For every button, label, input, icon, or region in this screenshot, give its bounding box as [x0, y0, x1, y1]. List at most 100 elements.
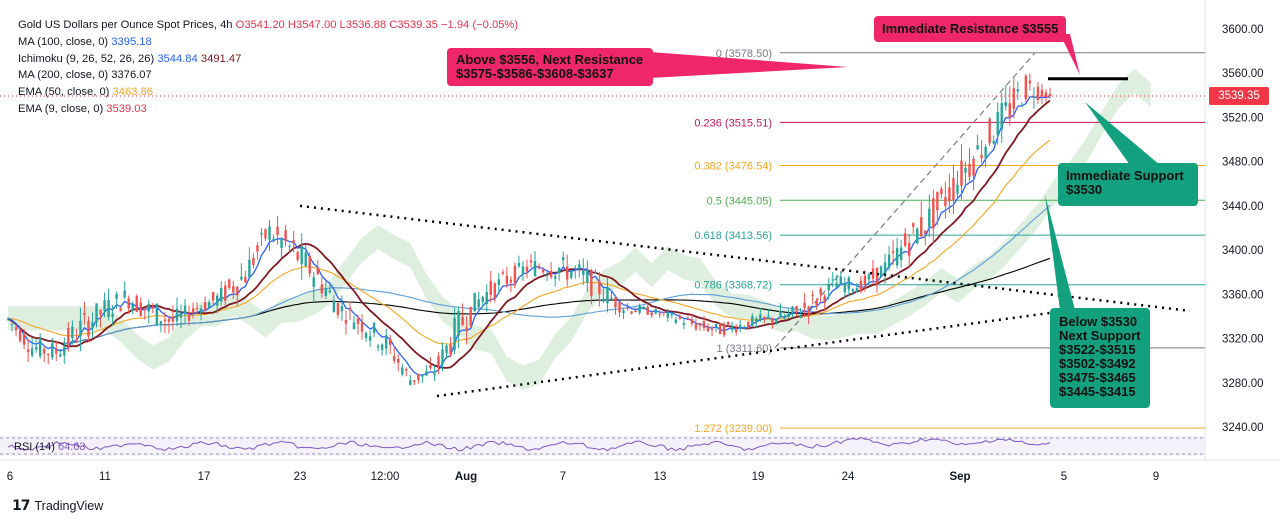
candle[interactable]	[944, 181, 947, 219]
candle[interactable]	[55, 340, 58, 362]
candle[interactable]	[726, 321, 730, 327]
candle[interactable]	[578, 259, 581, 278]
candle[interactable]	[457, 306, 460, 349]
candle[interactable]	[344, 310, 348, 335]
candle[interactable]	[220, 281, 223, 306]
candle[interactable]	[352, 315, 356, 330]
candle[interactable]	[147, 299, 151, 324]
candle[interactable]	[815, 298, 818, 311]
candle[interactable]	[855, 282, 859, 293]
candle[interactable]	[135, 294, 138, 312]
candle[interactable]	[304, 245, 307, 268]
candle[interactable]	[533, 251, 537, 277]
candle[interactable]	[662, 311, 665, 317]
candle[interactable]	[473, 292, 476, 312]
candle[interactable]	[324, 280, 328, 299]
candle[interactable]	[936, 191, 939, 226]
candle[interactable]	[863, 270, 867, 292]
candle[interactable]	[1032, 87, 1036, 109]
candle[interactable]	[284, 224, 287, 247]
candle[interactable]	[525, 259, 529, 279]
candle[interactable]	[155, 302, 159, 327]
candle[interactable]	[417, 373, 420, 384]
candle[interactable]	[710, 325, 714, 337]
candle[interactable]	[332, 294, 336, 313]
candle[interactable]	[1004, 85, 1007, 111]
candle[interactable]	[972, 155, 975, 191]
candle[interactable]	[364, 331, 368, 342]
candle[interactable]	[388, 335, 392, 354]
candle[interactable]	[618, 300, 621, 318]
candle[interactable]	[199, 304, 203, 321]
candle[interactable]	[867, 272, 871, 285]
candle[interactable]	[996, 102, 999, 145]
candle[interactable]	[694, 318, 698, 332]
candle[interactable]	[87, 316, 90, 342]
candle[interactable]	[851, 288, 855, 296]
candle[interactable]	[421, 374, 424, 383]
candle[interactable]	[566, 254, 569, 287]
candle[interactable]	[296, 250, 299, 263]
candle[interactable]	[1000, 92, 1003, 143]
candle[interactable]	[827, 278, 830, 300]
candle[interactable]	[360, 314, 364, 340]
candle[interactable]	[912, 222, 915, 235]
candle[interactable]	[586, 260, 589, 293]
candle[interactable]	[658, 310, 661, 318]
candle[interactable]	[489, 270, 492, 303]
candle[interactable]	[795, 305, 798, 317]
candle[interactable]	[887, 245, 891, 271]
candle[interactable]	[702, 315, 706, 331]
candle[interactable]	[561, 251, 565, 267]
candle[interactable]	[674, 316, 678, 325]
candle[interactable]	[984, 144, 987, 168]
candle[interactable]	[1028, 73, 1032, 91]
candle[interactable]	[240, 263, 243, 282]
candle[interactable]	[409, 375, 412, 386]
candle[interactable]	[79, 307, 82, 352]
legend-ma100[interactable]: MA (100, close, 0) 3395.18	[18, 34, 518, 51]
candle[interactable]	[115, 291, 118, 309]
candle[interactable]	[316, 259, 319, 276]
candle[interactable]	[730, 321, 734, 334]
candle[interactable]	[99, 309, 102, 328]
candle[interactable]	[879, 265, 883, 278]
candle[interactable]	[811, 290, 814, 305]
legend-ema9[interactable]: EMA (9, close, 0) 3539.03	[18, 101, 518, 118]
candle[interactable]	[537, 263, 541, 270]
candle[interactable]	[614, 296, 617, 315]
candle[interactable]	[553, 274, 557, 287]
candle[interactable]	[590, 268, 593, 305]
candle[interactable]	[799, 307, 802, 319]
candle[interactable]	[549, 261, 553, 280]
candle[interactable]	[666, 309, 670, 322]
candle[interactable]	[248, 247, 251, 278]
candle[interactable]	[517, 255, 521, 269]
candle[interactable]	[405, 367, 408, 377]
candle[interactable]	[718, 322, 722, 335]
candle[interactable]	[928, 194, 931, 238]
candle[interactable]	[1040, 84, 1044, 104]
candle[interactable]	[686, 314, 690, 321]
candle[interactable]	[71, 320, 74, 345]
candle[interactable]	[143, 308, 146, 320]
candle[interactable]	[203, 296, 207, 312]
candle[interactable]	[682, 319, 686, 329]
candle[interactable]	[903, 227, 907, 248]
candle[interactable]	[642, 305, 645, 310]
candle[interactable]	[714, 323, 718, 333]
candle[interactable]	[441, 342, 444, 372]
candlestick-series[interactable]	[6, 73, 1052, 386]
candle[interactable]	[771, 317, 774, 329]
candle[interactable]	[292, 230, 295, 253]
candle[interactable]	[759, 308, 762, 322]
legend-ma200[interactable]: MA (200, close, 0) 3376.07	[18, 67, 518, 84]
candle[interactable]	[706, 323, 710, 333]
candle[interactable]	[159, 320, 163, 333]
candle[interactable]	[622, 307, 625, 320]
candle[interactable]	[481, 295, 484, 308]
candle[interactable]	[831, 272, 834, 288]
candle[interactable]	[505, 267, 509, 288]
candle[interactable]	[1024, 74, 1028, 103]
candle[interactable]	[288, 243, 291, 253]
